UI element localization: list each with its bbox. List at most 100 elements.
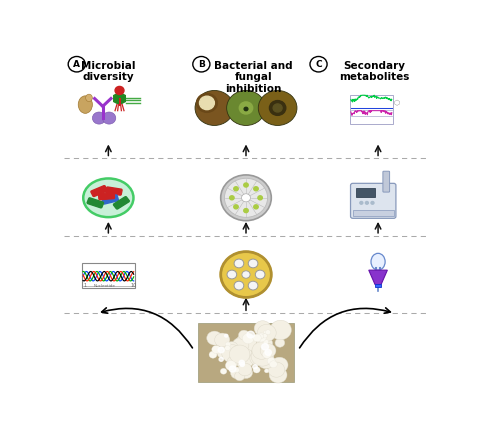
Circle shape xyxy=(238,363,252,376)
FancyArrowPatch shape xyxy=(300,308,390,348)
Circle shape xyxy=(247,331,254,338)
Circle shape xyxy=(229,345,250,364)
Circle shape xyxy=(360,201,363,204)
FancyBboxPatch shape xyxy=(350,94,393,124)
Circle shape xyxy=(196,94,217,112)
Circle shape xyxy=(227,90,265,125)
Circle shape xyxy=(225,334,228,337)
Circle shape xyxy=(256,333,266,342)
Circle shape xyxy=(264,330,268,334)
FancyBboxPatch shape xyxy=(198,323,294,382)
Circle shape xyxy=(254,205,258,209)
Text: Microbial
diversity: Microbial diversity xyxy=(81,61,136,83)
Circle shape xyxy=(102,112,116,124)
Circle shape xyxy=(220,368,227,374)
Circle shape xyxy=(212,345,221,354)
Circle shape xyxy=(229,196,234,200)
Circle shape xyxy=(265,330,271,335)
Circle shape xyxy=(269,101,286,115)
Circle shape xyxy=(225,178,267,217)
Ellipse shape xyxy=(85,94,92,101)
Circle shape xyxy=(207,331,222,345)
Circle shape xyxy=(242,333,254,344)
Circle shape xyxy=(271,357,288,373)
FancyBboxPatch shape xyxy=(353,210,394,216)
Circle shape xyxy=(234,349,255,368)
Ellipse shape xyxy=(83,178,133,217)
Circle shape xyxy=(257,336,273,350)
Circle shape xyxy=(218,347,224,353)
Circle shape xyxy=(270,361,277,368)
Circle shape xyxy=(265,350,271,355)
Circle shape xyxy=(257,324,276,341)
Circle shape xyxy=(252,342,271,359)
Circle shape xyxy=(252,365,257,369)
Circle shape xyxy=(273,104,282,112)
Circle shape xyxy=(244,183,248,187)
Circle shape xyxy=(230,367,244,379)
Circle shape xyxy=(234,187,238,191)
FancyArrowPatch shape xyxy=(102,308,192,348)
Circle shape xyxy=(215,333,230,347)
Circle shape xyxy=(225,342,231,347)
Circle shape xyxy=(255,270,265,279)
Circle shape xyxy=(244,208,248,213)
Circle shape xyxy=(248,281,258,290)
Circle shape xyxy=(270,320,291,340)
Circle shape xyxy=(365,201,368,204)
Circle shape xyxy=(92,112,106,124)
Circle shape xyxy=(269,359,284,373)
Circle shape xyxy=(232,338,249,353)
Circle shape xyxy=(258,196,263,200)
FancyBboxPatch shape xyxy=(383,171,390,192)
Text: ⬡: ⬡ xyxy=(394,100,400,106)
Circle shape xyxy=(258,90,297,125)
Circle shape xyxy=(240,102,252,114)
Circle shape xyxy=(234,259,244,268)
Circle shape xyxy=(263,350,271,358)
Text: A: A xyxy=(73,60,80,69)
Circle shape xyxy=(226,342,238,353)
FancyBboxPatch shape xyxy=(375,284,381,287)
Circle shape xyxy=(250,351,265,365)
Circle shape xyxy=(234,281,244,290)
Circle shape xyxy=(221,175,271,221)
Circle shape xyxy=(219,357,223,361)
Circle shape xyxy=(260,343,276,358)
FancyBboxPatch shape xyxy=(87,198,104,208)
Circle shape xyxy=(239,360,244,365)
Circle shape xyxy=(242,271,250,278)
Circle shape xyxy=(195,90,234,125)
FancyBboxPatch shape xyxy=(350,184,396,218)
FancyBboxPatch shape xyxy=(98,193,115,200)
Circle shape xyxy=(267,357,275,364)
Circle shape xyxy=(236,333,256,353)
Circle shape xyxy=(258,334,264,339)
FancyBboxPatch shape xyxy=(91,186,107,197)
FancyBboxPatch shape xyxy=(102,195,119,204)
Circle shape xyxy=(254,321,271,336)
Circle shape xyxy=(254,187,258,191)
Circle shape xyxy=(227,356,239,367)
Circle shape xyxy=(227,270,237,279)
Text: Nucleotide: Nucleotide xyxy=(94,284,116,288)
Circle shape xyxy=(251,346,274,366)
Circle shape xyxy=(268,362,285,377)
FancyBboxPatch shape xyxy=(82,263,135,288)
Text: C: C xyxy=(315,60,322,69)
Circle shape xyxy=(257,353,275,369)
Circle shape xyxy=(115,87,124,94)
Circle shape xyxy=(275,338,285,347)
Circle shape xyxy=(263,334,267,338)
Circle shape xyxy=(222,348,237,361)
Text: B: B xyxy=(198,60,205,69)
Circle shape xyxy=(269,367,287,383)
Circle shape xyxy=(234,368,240,373)
Text: 10: 10 xyxy=(131,283,137,288)
Circle shape xyxy=(226,361,236,371)
Circle shape xyxy=(235,371,245,381)
Circle shape xyxy=(209,351,217,358)
FancyBboxPatch shape xyxy=(356,188,375,197)
Circle shape xyxy=(200,96,215,110)
Circle shape xyxy=(264,369,269,373)
